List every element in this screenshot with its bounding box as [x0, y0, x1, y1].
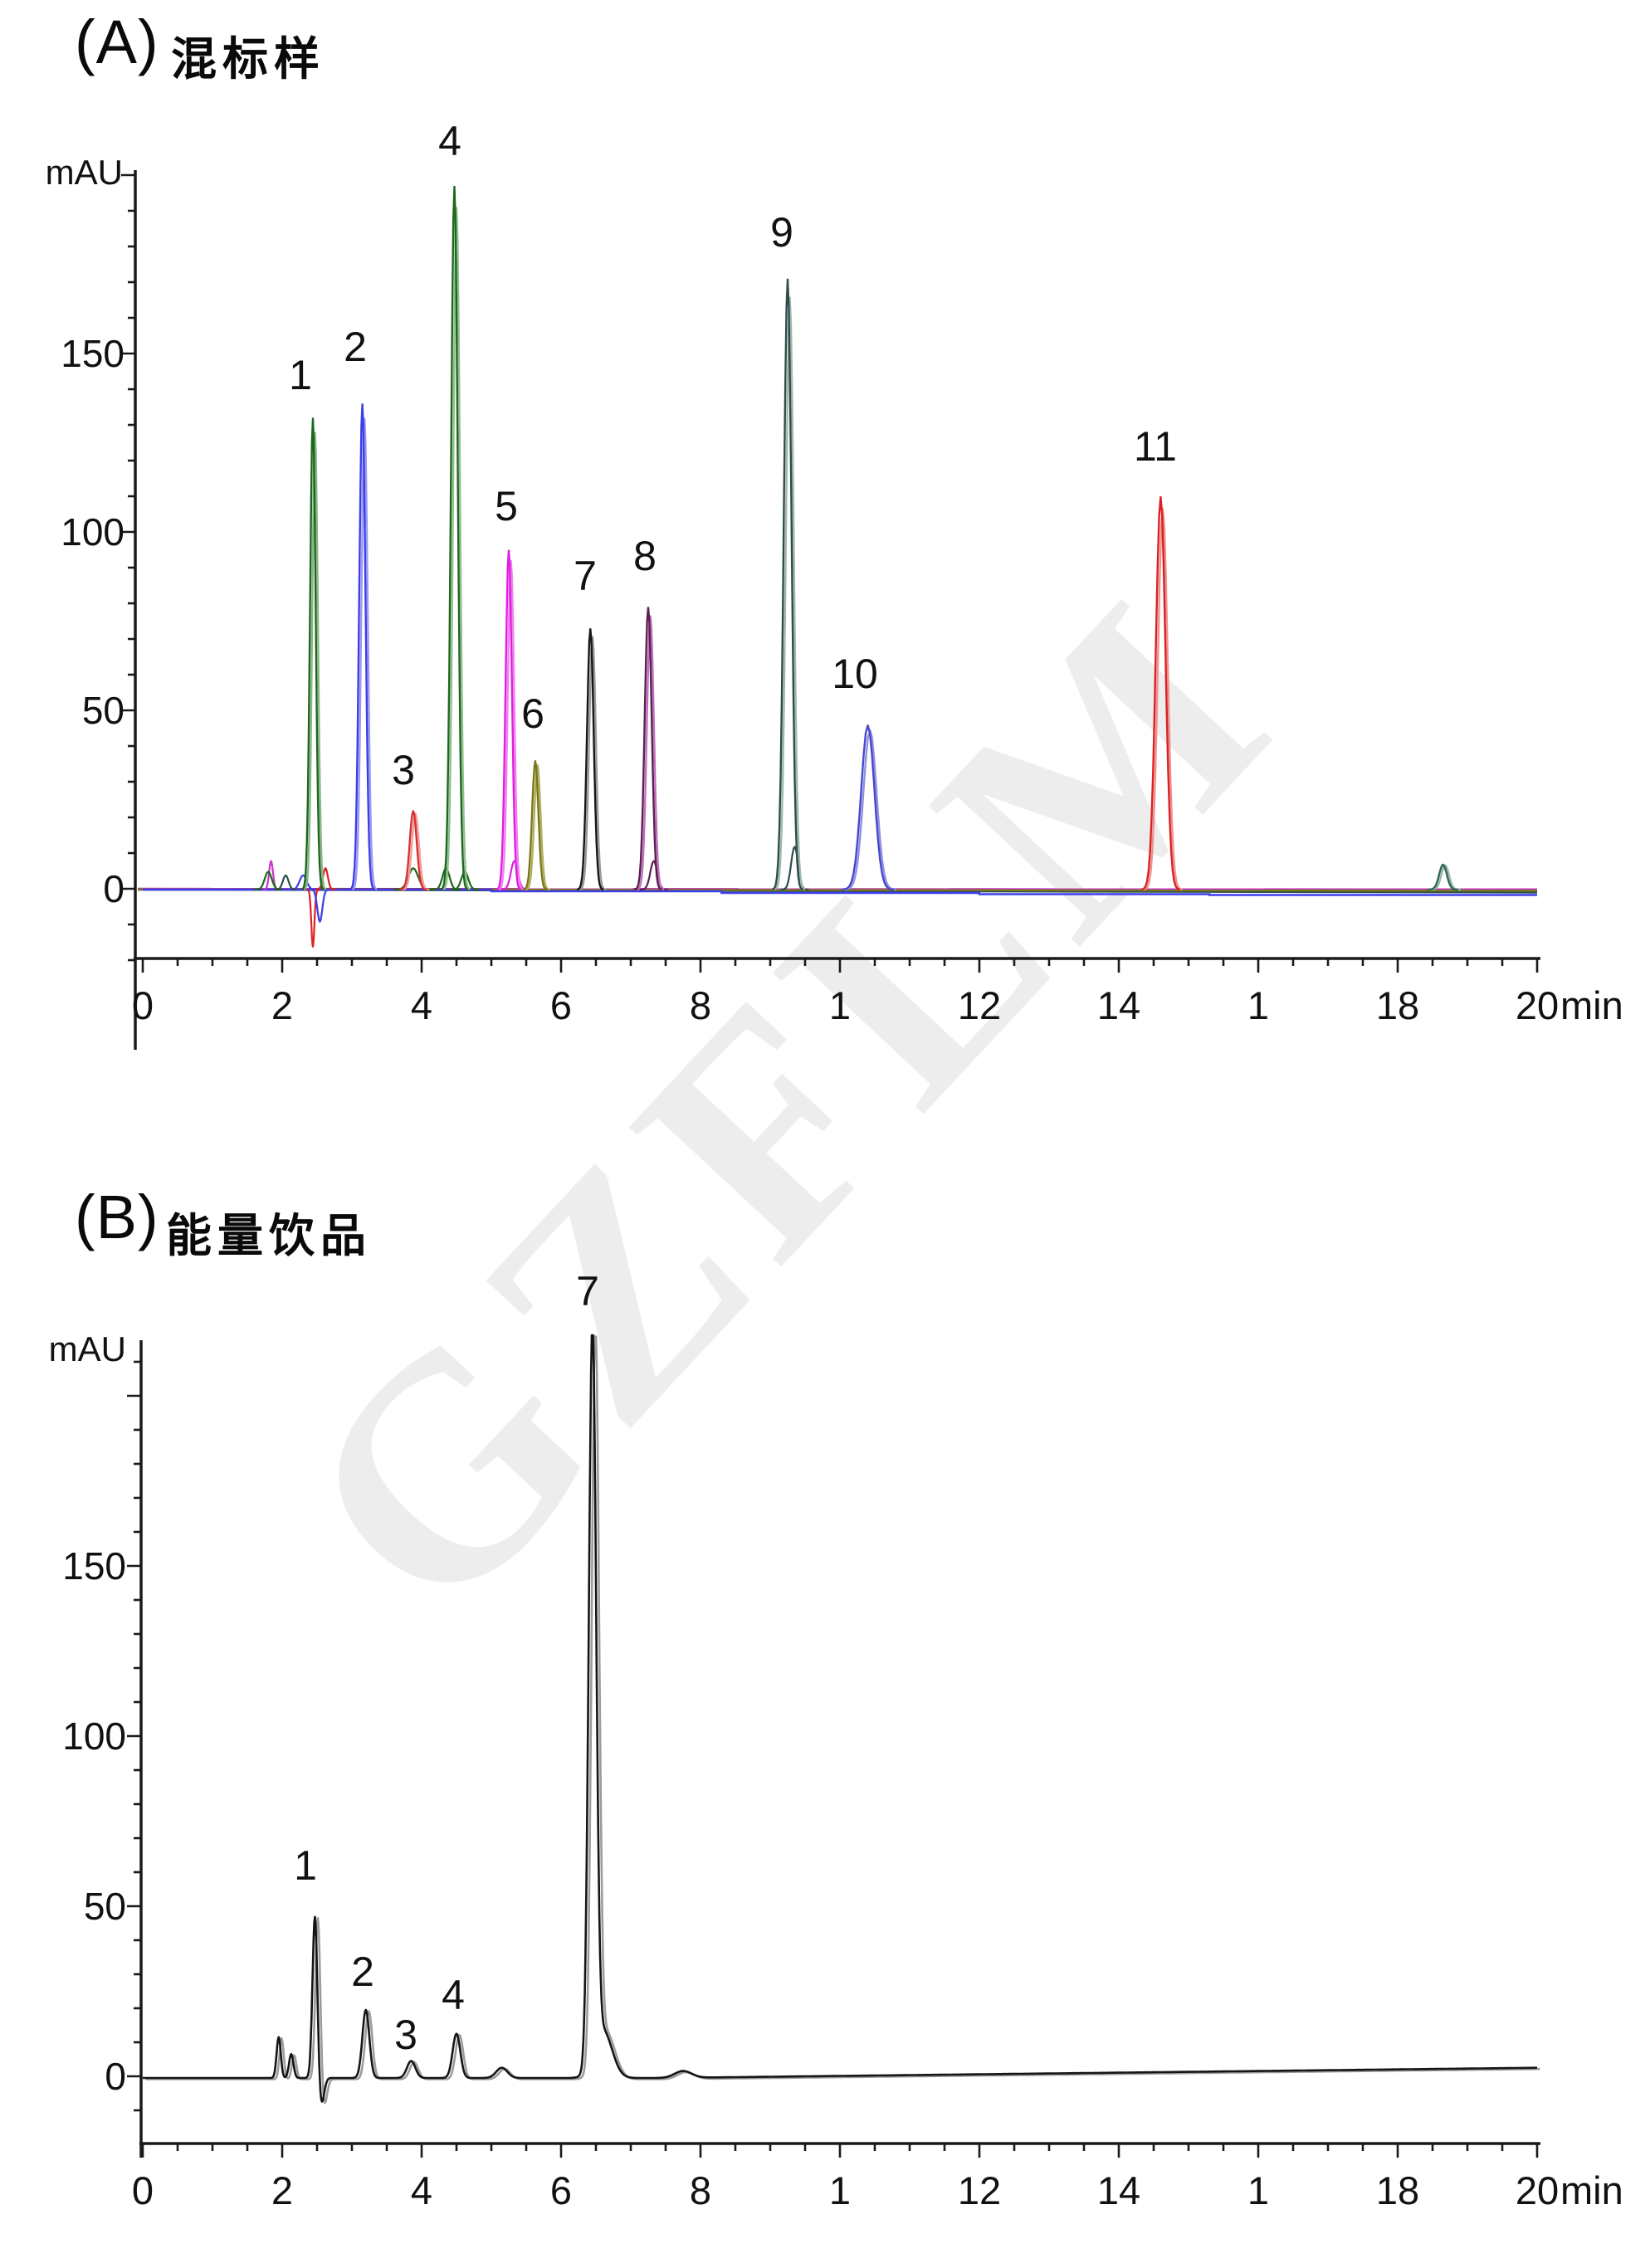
x-tick-label: 20 [1516, 983, 1559, 1027]
peak-trace [633, 607, 663, 891]
artifact-trace [315, 867, 335, 891]
peak-halo-trace [351, 417, 378, 890]
peak-trace [1140, 495, 1181, 890]
y-unit-label: mAU [49, 1329, 126, 1368]
y-tick-label: 100 [62, 1714, 126, 1758]
peak-halo-trace [498, 559, 525, 891]
sample-trace [142, 1334, 1538, 2103]
peak-trace [301, 417, 325, 890]
artifact-trace [274, 874, 297, 891]
x-tick-label: 6 [550, 2168, 572, 2212]
x-tick-label: 12 [958, 2168, 1001, 2212]
peak-halo-trace [578, 636, 607, 891]
peak-halo-trace [1143, 508, 1183, 890]
peak-trace [495, 549, 522, 891]
peak-number-label: 9 [770, 209, 793, 256]
x-tick-label: 0 [132, 2168, 154, 2212]
panel-b-title: 能量饮品 [166, 1210, 373, 1261]
y-tick-label: 150 [61, 332, 124, 375]
artifact-trace [310, 888, 330, 923]
panel-b-label: (B) [75, 1183, 159, 1251]
peak-number-label: 7 [576, 1268, 599, 1314]
peak-number-label: 2 [351, 1949, 374, 1995]
x-unit-label: min [1560, 2168, 1623, 2212]
peak-halo-trace [401, 812, 430, 891]
x-tick-label: 20 [1516, 2168, 1559, 2212]
peak-number-label: 10 [832, 651, 878, 697]
baseline-trace [143, 888, 1537, 896]
panel-a-title: 混标样 [171, 33, 326, 85]
peak-trace [440, 185, 469, 890]
x-tick-label: 6 [550, 983, 572, 1027]
y-tick-label: 50 [84, 1885, 126, 1928]
peak-halo-trace [636, 615, 665, 891]
peak-halo-trace [525, 763, 550, 891]
peak-number-label: 2 [344, 324, 367, 370]
x-unit-label: min [1560, 983, 1623, 1027]
x-tick-label: 14 [1097, 983, 1140, 1027]
y-tick-label: 50 [82, 689, 124, 732]
peak-number-label: 7 [574, 553, 597, 599]
peak-trace [577, 627, 604, 891]
peak-trace [399, 810, 427, 891]
peak-number-label: 8 [633, 533, 657, 579]
panel-a-label: (A) [75, 7, 159, 76]
y-unit-label: mAU [46, 153, 123, 192]
artifact-trace [393, 867, 433, 891]
peak-number-label: 1 [289, 352, 312, 398]
x-tick-label: 18 [1376, 983, 1419, 1027]
peak-number-label: 3 [394, 2012, 417, 2058]
x-tick-label: 4 [411, 983, 432, 1027]
y-tick-label: 100 [61, 510, 124, 554]
peak-halo-trace [774, 296, 806, 890]
x-tick-label: 0 [132, 983, 154, 1027]
x-tick-label: 12 [958, 983, 1001, 1027]
x-tick-label: 2 [271, 983, 293, 1027]
artifact-trace [306, 888, 320, 948]
peak-halo-trace [843, 729, 897, 891]
peak-trace [772, 278, 803, 890]
x-tick-label: 4 [411, 2168, 432, 2212]
x-tick-label: 2 [271, 2168, 293, 2212]
y-tick-label: 0 [105, 2055, 126, 2098]
y-tick-label: 150 [62, 1544, 126, 1588]
x-tick-label: 1 [829, 983, 851, 1027]
artifact-trace [639, 860, 668, 891]
x-tick-label: 8 [690, 983, 711, 1027]
peak-halo-trace [303, 432, 327, 890]
peak-number-label: 11 [1134, 423, 1177, 470]
peak-number-label: 3 [392, 747, 415, 793]
peak-number-label: 4 [442, 1972, 465, 2018]
peak-halo-trace [442, 207, 471, 890]
y-tick-label: 0 [103, 867, 124, 910]
peak-number-label: 1 [294, 1842, 317, 1889]
artifact-trace [780, 846, 809, 891]
peak-trace [349, 403, 376, 890]
peak-trace [522, 760, 549, 891]
x-tick-label: 1 [1247, 983, 1269, 1027]
x-tick-label: 1 [1247, 2168, 1269, 2212]
peak-trace [841, 724, 895, 891]
x-tick-label: 18 [1376, 2168, 1419, 2212]
x-tick-label: 14 [1097, 2168, 1140, 2212]
x-tick-label: 1 [829, 2168, 851, 2212]
peak-number-label: 5 [495, 483, 518, 529]
x-tick-label: 8 [690, 2168, 711, 2212]
peak-number-label: 4 [438, 118, 461, 164]
peak-number-label: 6 [521, 690, 544, 737]
peak-trace [1428, 863, 1459, 891]
